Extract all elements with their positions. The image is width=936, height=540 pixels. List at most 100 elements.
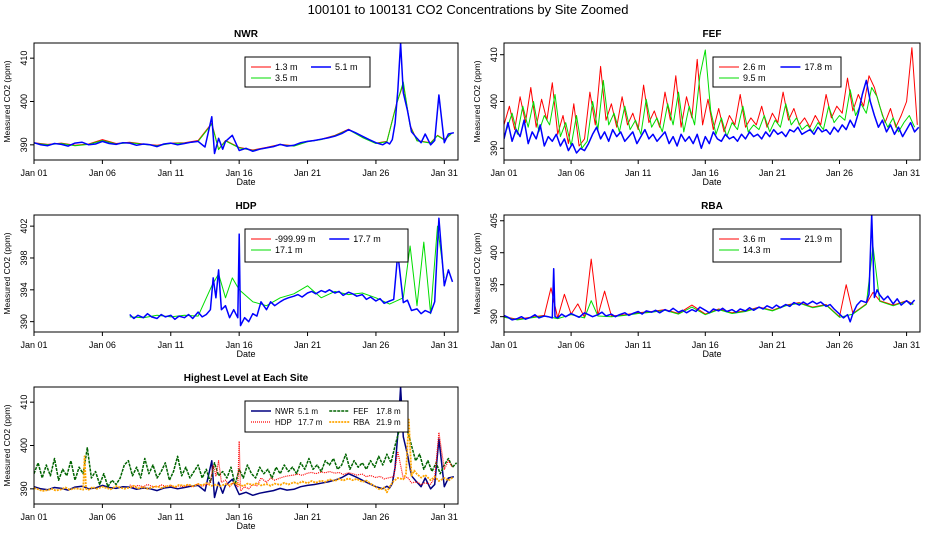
panel-rba: RBA Jan 01 Jan 06 Jan 11 Jan 16 Jan 21 Jan 26 J… — [472, 201, 921, 359]
legend-label: -999.99 m — [275, 234, 316, 244]
series-line-21-9-m — [504, 215, 916, 323]
x-tick-label: Jan 01 — [20, 340, 47, 350]
series-line-9-5-m — [506, 49, 916, 149]
legend-label: FEF — [353, 407, 368, 416]
x-tick-label: Jan 31 — [431, 340, 458, 350]
series-line-fef — [34, 416, 458, 488]
panel-title: FEF — [703, 29, 722, 40]
y-tick-label: 390 — [19, 481, 29, 496]
y-tick-label: 395 — [489, 277, 499, 292]
y-tick-label: 405 — [489, 213, 499, 228]
panel-title: HDP — [235, 201, 256, 212]
legend: 1.3 m3.5 m 5.1 m — [244, 56, 371, 88]
x-tick-label: Jan 26 — [826, 168, 853, 178]
legend-label: 17.1 m — [275, 245, 303, 255]
legend: 3.6 m14.3 m 21.9 m — [712, 228, 842, 263]
x-tick-label: Jan 01 — [490, 168, 517, 178]
figure-title: 100101 to 100131 CO2 Concentrations by S… — [308, 2, 629, 17]
x-axis-label: Date — [702, 349, 721, 359]
x-tick-label: Jan 31 — [431, 168, 458, 178]
series-group — [34, 43, 455, 155]
y-tick-label: 400 — [489, 245, 499, 260]
panel-highest: Highest Level at Each Site Jan 01 Jan 06 Ja… — [2, 373, 459, 531]
legend-height-label: 5.1 m — [298, 407, 318, 416]
x-tick-label: Jan 31 — [893, 168, 920, 178]
y-tick-label: 410 — [19, 51, 29, 66]
series-line-nwr — [34, 387, 455, 499]
x-tick-label: Jan 01 — [20, 168, 47, 178]
x-tick-label: Jan 26 — [362, 168, 389, 178]
x-tick-label: Jan 16 — [226, 340, 253, 350]
series-group — [34, 387, 458, 499]
legend-box — [244, 56, 371, 88]
x-tick-label: Jan 11 — [158, 168, 184, 178]
x-tick-label: Jan 06 — [89, 340, 116, 350]
y-axis-label: Measured CO2 (ppm) — [472, 60, 482, 142]
legend-label: HDP — [275, 418, 292, 427]
legend-label: 17.8 m — [804, 62, 832, 72]
y-tick-label: 394 — [19, 282, 29, 297]
series-line-1-3-m — [34, 83, 452, 151]
y-tick-label: 390 — [489, 141, 499, 156]
legend-height-label: 17.8 m — [376, 407, 401, 416]
legend-label: 3.6 m — [743, 234, 766, 244]
y-axis-label: Measured CO2 (ppm) — [2, 60, 12, 142]
legend-label: 1.3 m — [275, 62, 298, 72]
series-group — [504, 215, 916, 323]
x-axis-label: Date — [236, 177, 255, 187]
y-tick-label: 410 — [19, 395, 29, 410]
legend-label: 21.9 m — [804, 234, 832, 244]
legend-height-label: 21.9 m — [376, 418, 401, 427]
x-tick-label: Jan 16 — [692, 340, 719, 350]
series-line-17-1-m — [129, 225, 445, 319]
x-tick-label: Jan 16 — [226, 168, 253, 178]
y-tick-label: 390 — [19, 314, 29, 329]
legend-label: RBA — [353, 418, 370, 427]
x-tick-label: Jan 01 — [20, 512, 47, 522]
x-tick-label: Jan 21 — [759, 168, 786, 178]
x-tick-label: Jan 11 — [625, 340, 651, 350]
legend: -999.99 m17.1 m 17.7 m — [244, 228, 409, 263]
legend-label: NWR — [275, 407, 294, 416]
panel-title: RBA — [701, 201, 723, 212]
legend-label: 14.3 m — [743, 245, 771, 255]
legend-box — [712, 228, 842, 263]
panel-hdp: HDP Jan 01 Jan 06 Jan 11 Jan 16 Jan 21 Jan 26 J… — [2, 201, 459, 359]
legend-box — [712, 56, 842, 88]
legend-label: 2.6 m — [743, 62, 766, 72]
y-tick-label: 400 — [19, 438, 29, 453]
x-tick-label: Jan 06 — [558, 168, 585, 178]
y-tick-label: 402 — [19, 219, 29, 234]
x-tick-label: Jan 21 — [294, 340, 321, 350]
x-tick-label: Jan 26 — [826, 340, 853, 350]
y-axis-label: Measured CO2 (ppm) — [2, 404, 12, 486]
x-tick-label: Jan 26 — [362, 512, 389, 522]
panel-nwr: NWR Jan 01 Jan 06 Jan 11 Jan 16 Jan 21 Jan 26 J… — [2, 29, 459, 187]
y-tick-label: 398 — [19, 250, 29, 265]
x-tick-label: Jan 31 — [893, 340, 920, 350]
series-group — [129, 217, 454, 327]
legend: NWR 5.1 m FEF 17.8 m HDP 17.7 m RBA 21.9 m — [244, 400, 409, 433]
x-tick-label: Jan 06 — [89, 512, 116, 522]
x-tick-label: Jan 21 — [759, 340, 786, 350]
y-axis-label: Measured CO2 (ppm) — [472, 232, 482, 314]
plot-frame — [33, 214, 459, 333]
y-tick-label: 410 — [489, 47, 499, 62]
x-axis-label: Date — [702, 177, 721, 187]
x-tick-label: Jan 11 — [158, 512, 184, 522]
x-axis-label: Date — [236, 349, 255, 359]
legend-box — [244, 400, 409, 433]
y-tick-label: 400 — [489, 94, 499, 109]
panel-title: Highest Level at Each Site — [184, 373, 309, 384]
x-tick-label: Jan 21 — [294, 168, 321, 178]
plot-frame — [503, 214, 921, 333]
series-line-3-5-m — [34, 81, 452, 151]
x-tick-label: Jan 01 — [490, 340, 517, 350]
y-tick-label: 390 — [489, 309, 499, 324]
x-tick-label: Jan 16 — [692, 168, 719, 178]
x-tick-label: Jan 31 — [431, 512, 458, 522]
x-tick-label: Jan 21 — [294, 512, 321, 522]
series-line-17-8-m — [504, 79, 920, 154]
y-tick-label: 400 — [19, 94, 29, 109]
